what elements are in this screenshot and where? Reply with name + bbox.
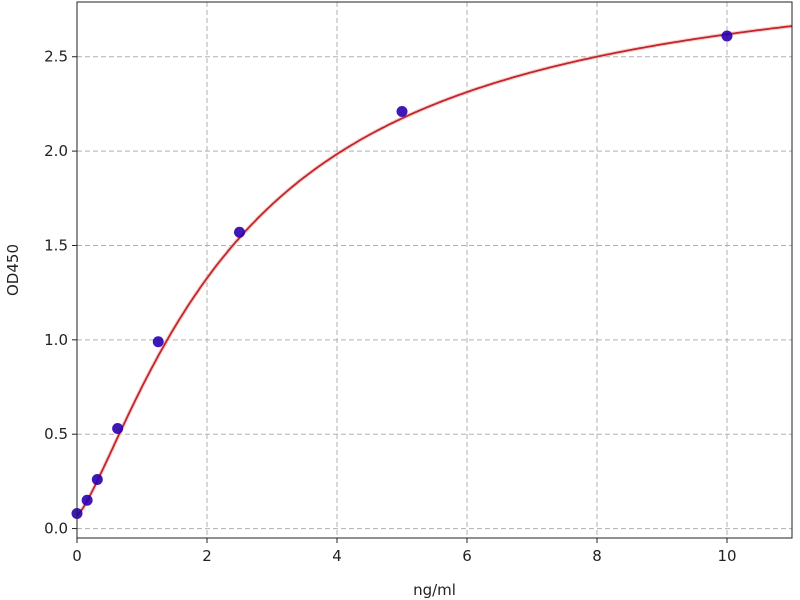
x-tick-label: 8 <box>592 547 602 565</box>
data-point <box>112 423 124 435</box>
x-tick-label: 2 <box>202 547 212 565</box>
x-tick-label: 4 <box>332 547 342 565</box>
data-point <box>81 494 93 506</box>
plot-frame <box>76 1 793 539</box>
x-axis-label: ng/ml <box>413 581 456 599</box>
x-tick-label: 6 <box>462 547 472 565</box>
data-point <box>91 473 103 485</box>
fit-curve <box>76 25 793 517</box>
y-axis-label: OD450 <box>4 244 22 296</box>
y-tick-label: 2.0 <box>44 142 68 160</box>
y-tick-label: 0.0 <box>44 520 68 538</box>
y-tick-label: 1.5 <box>44 236 68 254</box>
y-tick-label: 0.5 <box>44 425 68 443</box>
data-point <box>152 336 164 348</box>
plot-area <box>77 2 792 538</box>
data-point <box>234 226 245 238</box>
data-point <box>396 105 408 117</box>
x-tick-label: 10 <box>717 547 736 565</box>
y-tick-label: 2.5 <box>44 48 68 66</box>
y-tick-label: 1.0 <box>44 331 68 349</box>
data-point <box>721 30 733 42</box>
x-tick-label: 0 <box>72 547 82 565</box>
